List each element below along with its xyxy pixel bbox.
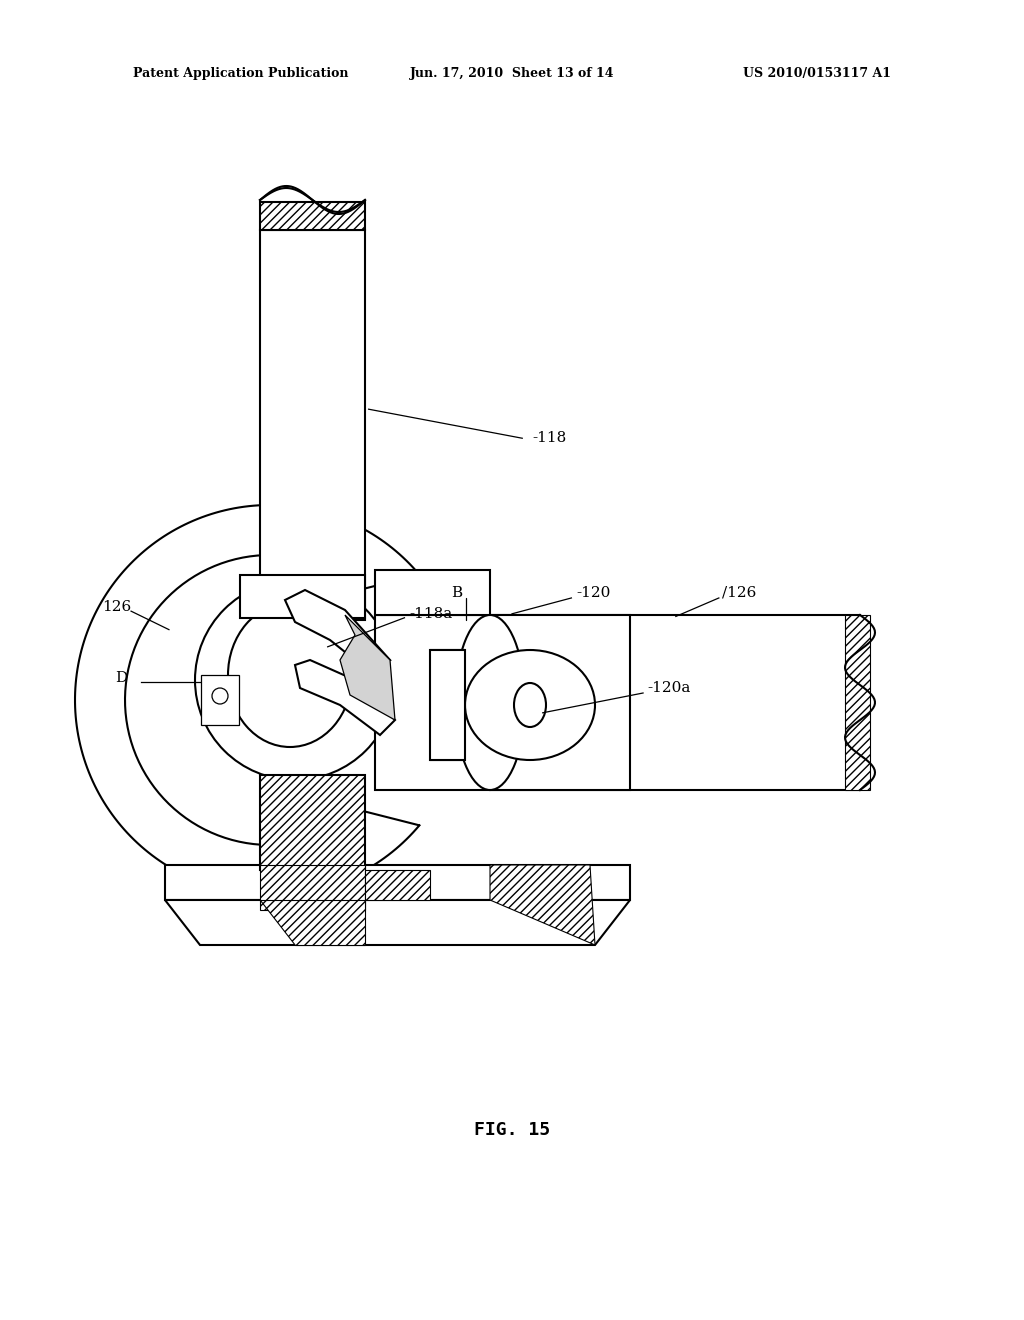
Text: Patent Application Publication: Patent Application Publication: [133, 67, 348, 81]
Text: /126: /126: [722, 586, 757, 599]
Polygon shape: [295, 660, 395, 735]
Bar: [260, 865, 365, 909]
Bar: [845, 615, 870, 789]
Text: B: B: [452, 586, 463, 599]
Bar: [260, 230, 365, 620]
Polygon shape: [260, 900, 365, 945]
Bar: [365, 870, 430, 900]
Text: FIG. 15: FIG. 15: [474, 1121, 550, 1139]
Polygon shape: [165, 900, 630, 945]
Text: -120: -120: [577, 586, 611, 599]
Text: Jun. 17, 2010  Sheet 13 of 14: Jun. 17, 2010 Sheet 13 of 14: [410, 67, 614, 81]
Bar: [375, 570, 490, 615]
Text: US 2010/0153117 A1: US 2010/0153117 A1: [742, 67, 891, 81]
Polygon shape: [340, 615, 395, 719]
Text: 126: 126: [102, 601, 132, 614]
Bar: [240, 576, 365, 618]
Bar: [490, 615, 860, 789]
Text: -120a: -120a: [647, 681, 690, 694]
Ellipse shape: [514, 682, 546, 727]
Text: -118: -118: [532, 432, 566, 445]
Polygon shape: [285, 590, 390, 668]
Bar: [165, 865, 630, 900]
Ellipse shape: [455, 615, 525, 789]
Bar: [375, 615, 630, 789]
Bar: [260, 202, 365, 230]
Ellipse shape: [228, 603, 352, 747]
Bar: [430, 649, 465, 760]
Circle shape: [195, 579, 395, 780]
Circle shape: [212, 688, 228, 704]
Polygon shape: [490, 865, 595, 945]
Text: D: D: [115, 672, 127, 685]
Bar: [201, 675, 239, 725]
Bar: [260, 775, 365, 870]
Ellipse shape: [465, 649, 595, 760]
Text: -118a: -118a: [410, 607, 453, 620]
